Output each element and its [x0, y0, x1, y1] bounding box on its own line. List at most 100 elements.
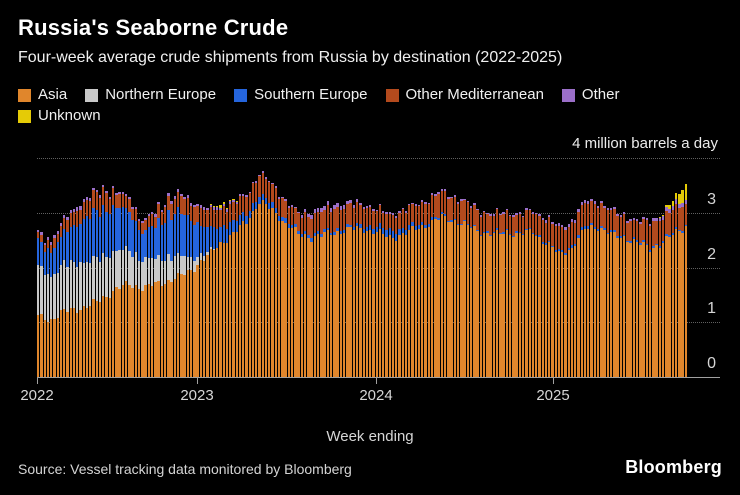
stacked-bar [482, 210, 486, 377]
bar-segment-other [469, 206, 473, 208]
bar-segment-asia [600, 227, 603, 377]
stacked-bar [274, 186, 277, 377]
bar-segment-other_mediterranean [121, 194, 125, 208]
bar-segment-other_mediterranean [111, 188, 115, 205]
bar-segment-other [287, 205, 291, 208]
bar-segment-northern_europe [72, 262, 76, 309]
bar-segment-southern_europe [76, 227, 79, 267]
bar-segment-other [290, 205, 294, 207]
bar-segment-asia [551, 247, 554, 377]
bar-segment-other [50, 242, 53, 246]
bar-segment-northern_europe [50, 277, 53, 319]
bar-segment-other_mediterranean [443, 190, 447, 215]
bar-segment-asia [635, 241, 639, 377]
bar-segment-other [79, 206, 82, 210]
bar-segment-asia [131, 287, 134, 377]
bar-segment-northern_europe [203, 255, 206, 261]
stacked-bar [235, 201, 238, 377]
bar-segment-other_mediterranean [320, 212, 323, 234]
stacked-bar [76, 207, 79, 377]
bar-segment-asia [665, 236, 668, 377]
bar-segment-asia [157, 281, 160, 377]
bar-segment-other_mediterranean [362, 208, 365, 229]
stacked-bar [355, 199, 359, 377]
bar-segment-other [196, 203, 199, 207]
bar-segment-asia [313, 235, 317, 377]
bar-segment-other [336, 203, 339, 207]
bar-segment-other_mediterranean [196, 206, 199, 223]
bar-segment-southern_europe [307, 235, 310, 239]
bar-segment-northern_europe [157, 254, 160, 282]
bar-segment-other_mediterranean [79, 209, 82, 225]
bar-segment-other_mediterranean [570, 222, 574, 246]
bar-segment-other_mediterranean [554, 226, 557, 250]
bar-segment-other_mediterranean [287, 207, 291, 225]
bar-segment-northern_europe [183, 256, 186, 276]
bar-segment-other [144, 217, 147, 221]
bar-segment-other_mediterranean [206, 210, 209, 228]
bar-segment-other [684, 199, 688, 204]
legend-label: Southern Europe [254, 86, 368, 103]
bar-segment-other_mediterranean [512, 217, 515, 237]
bar-segment-other_mediterranean [583, 202, 587, 227]
bar-segment-other_mediterranean [639, 223, 642, 244]
bar-segment-other [157, 201, 160, 204]
bar-segment-northern_europe [98, 261, 102, 302]
bar-segment-other_mediterranean [43, 244, 46, 253]
bar-segment-other_mediterranean [596, 207, 600, 229]
bar-segment-asia [538, 236, 541, 377]
bar-segment-asia [639, 244, 642, 377]
bar-segment-southern_europe [131, 219, 134, 257]
bar-segment-asia [482, 233, 486, 377]
bar-segment-asia [281, 221, 284, 377]
bar-segment-other_mediterranean [313, 212, 317, 233]
bar-segment-other_mediterranean [440, 190, 443, 213]
bar-segment-asia [98, 301, 102, 377]
stacked-bar [176, 188, 180, 377]
stacked-bar [443, 189, 447, 377]
bar-segment-southern_europe [674, 227, 678, 229]
bar-segment-northern_europe [170, 260, 173, 282]
bar-segment-southern_europe [492, 232, 496, 234]
bar-segment-other_mediterranean [626, 223, 629, 241]
stacked-bar [535, 212, 538, 377]
bar-segment-other [541, 217, 544, 220]
stacked-bar [167, 193, 170, 377]
bar-segment-other_mediterranean [300, 217, 304, 234]
bar-segment-asia [473, 226, 476, 377]
bar-segment-asia [300, 236, 304, 377]
bar-segment-other [222, 203, 225, 207]
bar-segment-northern_europe [176, 252, 180, 273]
bar-segment-other_mediterranean [580, 205, 583, 227]
bar-segment-other [150, 211, 154, 214]
bar-segment-other [85, 197, 89, 201]
bar-segment-other [37, 229, 40, 232]
bar-segment-asia [681, 232, 684, 377]
bar-segment-southern_europe [53, 248, 56, 274]
stacked-bar [505, 208, 509, 377]
bar-segment-southern_europe [626, 240, 629, 243]
bar-segment-southern_europe [336, 228, 339, 232]
bar-segment-southern_europe [414, 225, 417, 231]
bar-segment-southern_europe [671, 233, 675, 235]
bar-segment-asia [141, 291, 144, 377]
bar-segment-asia [528, 229, 531, 377]
bar-segment-other [284, 199, 287, 201]
bar-segment-other [102, 184, 105, 187]
bar-segment-asia [326, 230, 330, 377]
bar-segment-unknown [665, 204, 668, 208]
bar-segment-asia [336, 231, 339, 377]
bar-segment-southern_europe [326, 227, 330, 231]
bar-segment-other_mediterranean [642, 218, 645, 241]
northern_europe-swatch-icon [85, 88, 99, 102]
bar-segment-asia [603, 229, 606, 377]
bar-segment-southern_europe [189, 221, 193, 257]
bar-segment-asia [53, 319, 56, 377]
stacked-bar [326, 200, 330, 377]
bar-segment-southern_europe [56, 242, 59, 273]
bar-segment-asia [622, 236, 626, 377]
bar-segment-other_mediterranean [216, 210, 219, 230]
stacked-bar [92, 187, 95, 377]
bar-segment-other [316, 207, 320, 212]
stacked-bar [85, 197, 89, 377]
